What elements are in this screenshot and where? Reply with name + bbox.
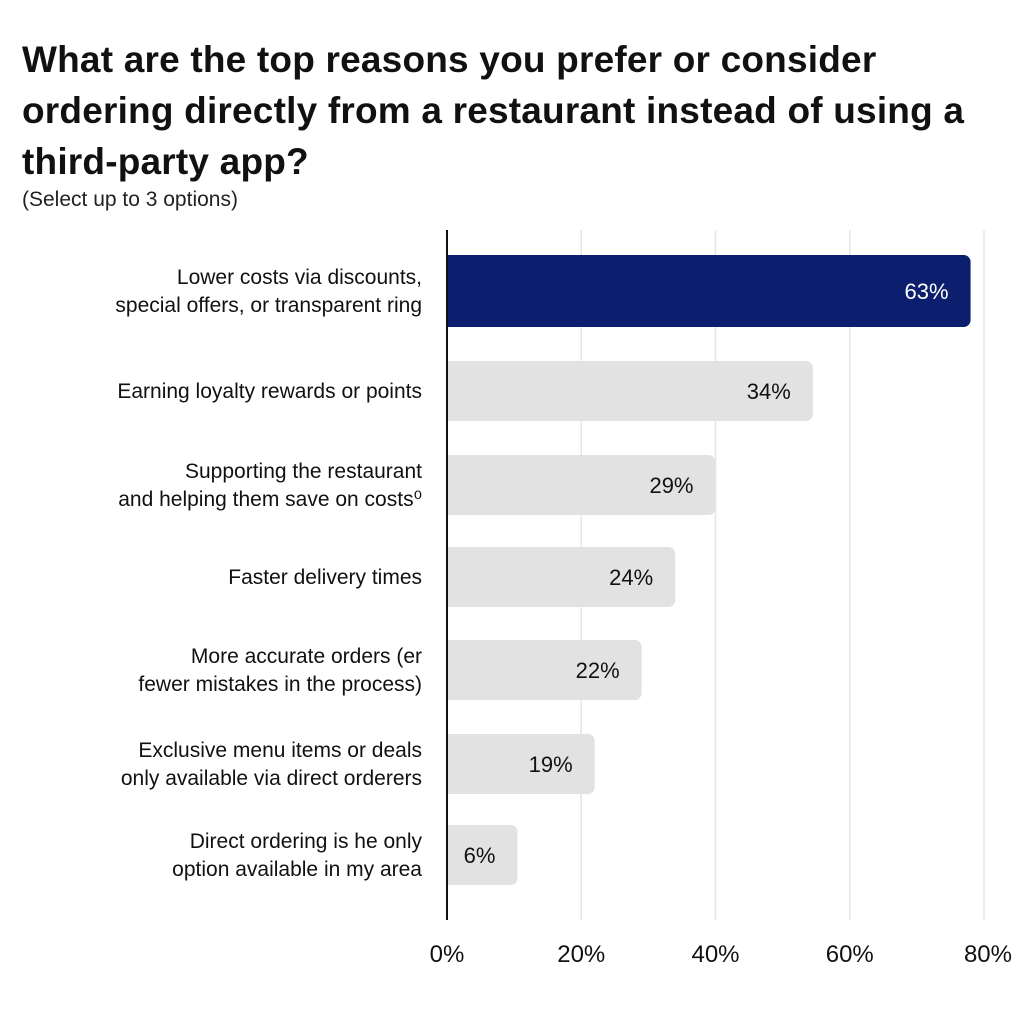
category-label-line: only available via direct orderers (121, 767, 422, 790)
x-tick-label: 60% (826, 941, 874, 968)
bar (447, 547, 676, 607)
data-label: 6% (464, 843, 496, 868)
bar (447, 255, 971, 327)
data-label: 29% (649, 473, 693, 498)
bars: 63% 34% 29% 24% 22% 19% 6% (447, 255, 971, 885)
x-axis-ticks: 0% 20% 40% 60% 80% (430, 941, 1012, 968)
data-label: 63% (905, 279, 949, 304)
category-label-line: option available in my area (172, 858, 422, 881)
x-tick-label: 40% (691, 941, 739, 968)
category-label-line: special offers, or transparent ring (115, 294, 422, 317)
category-label-line: Lower costs via discounts, (177, 266, 422, 289)
bar-edge (447, 734, 457, 794)
x-tick-label: 0% (430, 941, 465, 968)
category-label-line: Exclusive menu items or deals (138, 739, 422, 762)
data-label: 24% (609, 565, 653, 590)
x-tick-label: 80% (964, 941, 1012, 968)
bar-edge (447, 825, 457, 885)
category-label: Faster delivery times (228, 566, 422, 589)
data-label: 19% (529, 752, 573, 777)
category-label-line: and helping them save on costs⁰ (118, 488, 422, 511)
category-labels: Lower costs via discounts, special offers… (115, 266, 422, 881)
chart-subtitle: (Select up to 3 options) (22, 188, 238, 211)
category-label-line: Supporting the restaurant (185, 460, 422, 483)
category-label-line: Direct ordering is he only (190, 830, 423, 853)
chart-title: What are the top reasons you prefer or c… (22, 39, 965, 182)
category-label: Lower costs via discounts, special offers… (115, 266, 422, 317)
bar (447, 640, 642, 700)
category-label-line: More accurate orders (er (191, 645, 422, 668)
bar (447, 455, 716, 515)
bar-edge (447, 640, 457, 700)
category-label: Earning loyalty rewards or points (117, 380, 422, 403)
bar (447, 825, 518, 885)
category-label: Direct ordering is he only option availab… (172, 830, 422, 881)
bar-edge (447, 361, 457, 421)
category-label-line: Faster delivery times (228, 566, 422, 589)
category-label: Exclusive menu items or deals only availa… (121, 739, 422, 790)
bar (447, 361, 813, 421)
category-label: Supporting the restaurant and helping the… (118, 460, 422, 511)
bar-edge (447, 547, 457, 607)
bar-edge (447, 455, 457, 515)
x-tick-label: 20% (557, 941, 605, 968)
bar-edge (447, 255, 457, 327)
bar (447, 734, 595, 794)
data-label: 22% (576, 658, 620, 683)
category-label-line: Earning loyalty rewards or points (117, 380, 422, 403)
data-label: 34% (747, 379, 791, 404)
category-label-line: fewer mistakes in the process) (138, 673, 422, 696)
category-label: More accurate orders (er fewer mistakes i… (138, 645, 422, 696)
